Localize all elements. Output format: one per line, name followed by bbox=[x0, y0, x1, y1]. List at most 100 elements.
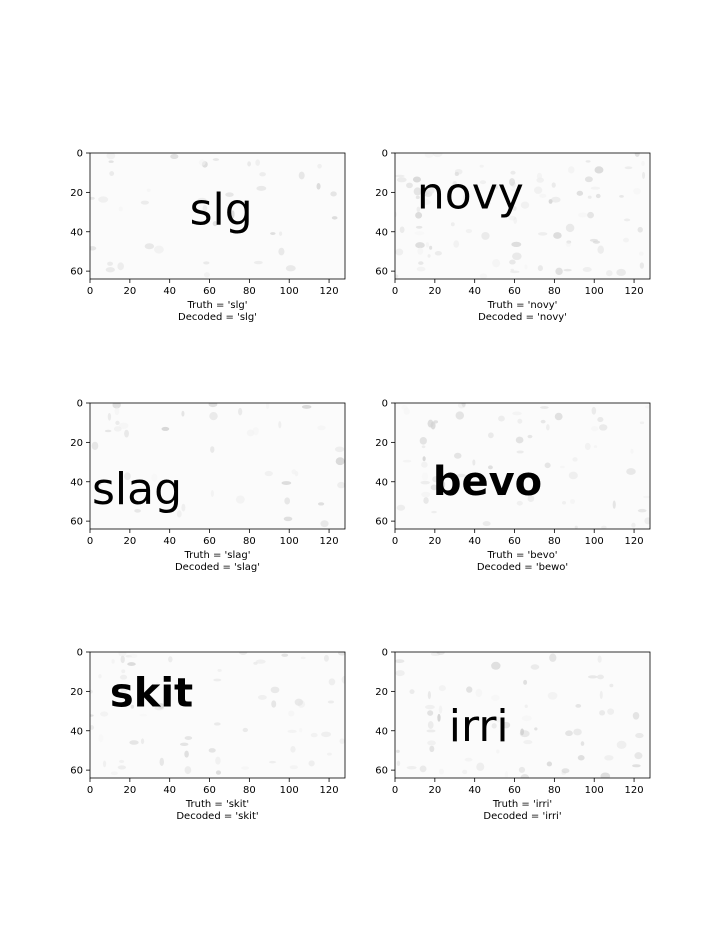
noise-speck bbox=[113, 426, 122, 432]
caption-truth: Truth = 'bevo' bbox=[486, 550, 557, 561]
noise-speck bbox=[90, 196, 95, 200]
noise-speck bbox=[433, 420, 439, 424]
noise-speck bbox=[597, 655, 602, 663]
y-tick-label: 40 bbox=[375, 726, 388, 737]
noise-speck bbox=[403, 407, 410, 415]
noise-speck bbox=[527, 434, 533, 439]
noise-speck bbox=[134, 509, 141, 513]
noise-speck bbox=[421, 445, 426, 449]
noise-speck bbox=[197, 197, 207, 204]
noise-speck bbox=[553, 232, 562, 239]
noise-speck bbox=[328, 678, 336, 686]
noise-speck bbox=[595, 193, 601, 199]
noise-speck bbox=[577, 755, 585, 761]
noise-speck bbox=[516, 450, 524, 454]
noise-speck bbox=[597, 417, 604, 423]
noise-speck bbox=[509, 178, 516, 186]
noise-speck bbox=[158, 703, 165, 709]
noise-speck bbox=[257, 694, 267, 700]
noise-speck bbox=[537, 265, 543, 272]
noise-speck bbox=[604, 755, 614, 761]
noise-speck bbox=[422, 199, 431, 205]
noise-speck bbox=[437, 713, 441, 722]
noise-speck bbox=[181, 410, 185, 417]
noise-speck bbox=[406, 766, 417, 770]
noise-speck bbox=[253, 260, 263, 265]
noise-speck bbox=[575, 704, 582, 708]
noise-speck bbox=[607, 708, 615, 715]
noise-speck bbox=[265, 403, 270, 409]
noise-speck bbox=[511, 241, 522, 247]
noise-speck bbox=[90, 725, 95, 730]
noise-speck bbox=[239, 202, 248, 206]
subplot-1: slg 0 20 40 60 80 100 120 0 20 40 60 Truth = 'slg'De… bbox=[70, 149, 346, 323]
noise-speck bbox=[590, 186, 601, 190]
noise-speck bbox=[301, 404, 312, 409]
x-tick-label: 0 bbox=[392, 785, 398, 796]
noise-speck bbox=[518, 766, 526, 773]
y-tick-label: 40 bbox=[70, 227, 83, 238]
noise-speck bbox=[584, 176, 593, 183]
noise-speck bbox=[559, 465, 565, 469]
y-tick-label: 20 bbox=[375, 188, 388, 199]
noise-speck bbox=[320, 520, 329, 528]
noise-speck bbox=[335, 457, 345, 466]
noise-speck bbox=[278, 231, 283, 236]
noise-speck bbox=[582, 266, 592, 273]
noise-speck bbox=[159, 757, 164, 766]
axes-frame bbox=[89, 402, 346, 530]
noise-speck bbox=[565, 223, 575, 233]
x-tick-label: 20 bbox=[123, 286, 136, 297]
caption-decoded: Decoded = 'bewo' bbox=[477, 562, 568, 573]
noise-speck bbox=[281, 653, 289, 657]
noise-speck bbox=[395, 659, 405, 664]
noise-speck bbox=[246, 429, 255, 437]
noise-speck bbox=[472, 459, 476, 466]
noise-speck bbox=[396, 504, 406, 511]
noise-speck bbox=[426, 186, 435, 194]
noise-speck bbox=[520, 201, 530, 209]
noise-speck bbox=[281, 481, 292, 485]
x-tick-label: 120 bbox=[625, 785, 644, 796]
noise-speck bbox=[290, 745, 296, 753]
caption-truth: Truth = 'novy' bbox=[487, 300, 558, 311]
noise-speck bbox=[534, 186, 543, 194]
noise-speck bbox=[517, 418, 523, 424]
noise-speck bbox=[287, 729, 297, 734]
caption-decoded: Decoded = 'slag' bbox=[175, 562, 260, 573]
noise-speck bbox=[580, 741, 585, 746]
x-tick-label: 60 bbox=[508, 536, 521, 547]
noise-speck bbox=[161, 426, 170, 431]
y-tick-label: 0 bbox=[382, 648, 388, 659]
noise-speck bbox=[601, 525, 607, 529]
noise-speck bbox=[155, 682, 160, 691]
noise-speck bbox=[427, 419, 434, 428]
noise-speck bbox=[170, 153, 179, 160]
noise-speck bbox=[565, 730, 573, 737]
x-tick-label: 80 bbox=[548, 785, 561, 796]
y-tick-label: 20 bbox=[375, 438, 388, 449]
noise-speck bbox=[550, 196, 561, 203]
noise-speck bbox=[117, 262, 124, 271]
noise-speck bbox=[298, 171, 305, 180]
noise-speck bbox=[317, 163, 322, 169]
noise-speck bbox=[510, 188, 520, 192]
noise-speck bbox=[637, 226, 643, 233]
noise-speck bbox=[644, 517, 650, 525]
noise-speck bbox=[461, 403, 466, 408]
noise-speck bbox=[102, 760, 107, 768]
noise-speck bbox=[419, 437, 427, 445]
noise-speck bbox=[120, 655, 125, 664]
noise-speck bbox=[432, 476, 439, 483]
y-tick-label: 0 bbox=[77, 648, 83, 659]
noise-speck bbox=[414, 231, 425, 236]
x-tick-label: 0 bbox=[87, 286, 93, 297]
noise-speck bbox=[453, 240, 460, 248]
noise-speck bbox=[634, 752, 643, 760]
noise-speck bbox=[429, 245, 433, 250]
noise-speck bbox=[510, 268, 514, 272]
noise-speck bbox=[456, 473, 466, 478]
noise-speck bbox=[96, 481, 102, 486]
noise-speck bbox=[127, 662, 136, 666]
noise-speck bbox=[140, 738, 145, 745]
